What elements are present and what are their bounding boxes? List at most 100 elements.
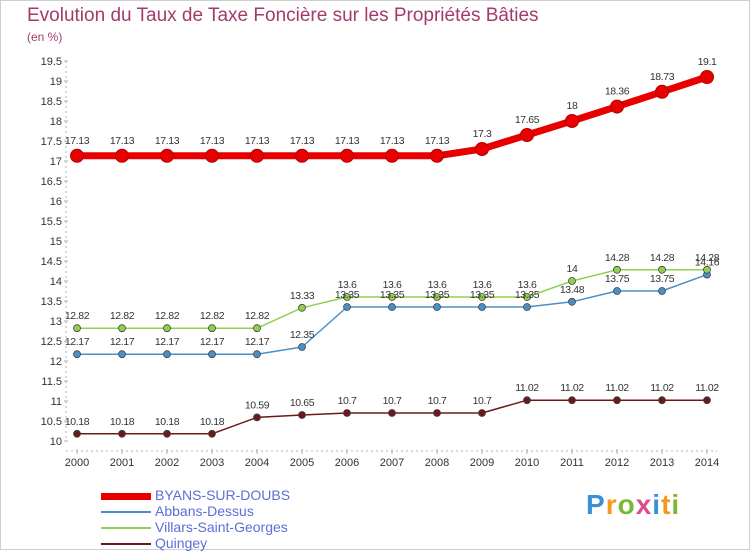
data-label: 12.35 xyxy=(290,329,315,341)
y-tick-label: 15 xyxy=(50,236,62,248)
data-point xyxy=(568,396,576,405)
data-point xyxy=(208,350,216,359)
data-label: 12.17 xyxy=(245,336,270,348)
legend: BYANS-SUR-DOUBS Abbans-Dessus Villars-Sain… xyxy=(101,487,290,551)
legend-label: BYANS-SUR-DOUBS xyxy=(155,487,291,503)
logo-letter: i xyxy=(652,489,662,520)
data-point xyxy=(523,303,531,311)
data-point xyxy=(613,287,621,295)
logo-letter: i xyxy=(671,489,681,520)
data-label: 13.6 xyxy=(473,279,492,291)
y-tick-label: 16.5 xyxy=(41,176,62,188)
logo-letter: o xyxy=(617,489,636,520)
x-tick-label: 2009 xyxy=(470,457,494,469)
y-tick-label: 11 xyxy=(51,396,62,408)
data-label: 10.18 xyxy=(65,416,90,428)
data-point xyxy=(205,148,219,163)
data-point xyxy=(298,411,306,419)
data-point xyxy=(568,297,576,306)
data-point xyxy=(298,343,306,351)
data-label: 13.33 xyxy=(290,290,315,302)
data-point xyxy=(565,114,579,128)
y-tick-label: 18 xyxy=(50,116,62,128)
data-label: 12.17 xyxy=(200,336,225,348)
data-point xyxy=(160,148,174,163)
y-tick-label: 14 xyxy=(50,276,62,288)
data-label: 18.73 xyxy=(650,71,675,83)
data-point xyxy=(340,148,354,163)
x-tick-label: 2006 xyxy=(335,457,359,469)
legend-item: Villars-Saint-Georges xyxy=(101,519,290,535)
data-point xyxy=(73,429,81,438)
data-label: 10.7 xyxy=(428,395,447,407)
data-point xyxy=(700,70,714,84)
data-label: 18.36 xyxy=(605,86,630,98)
x-tick-label: 2008 xyxy=(425,457,449,469)
data-label: 10.18 xyxy=(200,416,225,428)
x-tick-label: 2007 xyxy=(380,457,404,469)
x-tick-label: 2000 xyxy=(65,457,89,469)
data-point xyxy=(658,396,666,405)
legend-label: Villars-Saint-Georges xyxy=(155,519,288,535)
data-point xyxy=(433,303,441,311)
legend-label: Abbans-Dessus xyxy=(155,503,254,519)
data-label: 14.28 xyxy=(650,252,675,264)
data-point xyxy=(163,429,171,438)
data-label: 17.13 xyxy=(200,135,225,147)
logo-letter: P xyxy=(586,489,606,520)
data-label: 17.13 xyxy=(335,135,360,147)
x-tick-label: 2001 xyxy=(110,457,134,469)
data-label: 13.35 xyxy=(335,289,360,301)
data-point xyxy=(703,396,711,405)
data-label: 14.28 xyxy=(695,252,720,264)
data-point xyxy=(343,293,351,301)
data-point xyxy=(388,293,396,301)
data-point xyxy=(655,84,669,99)
data-point xyxy=(253,350,261,359)
data-label: 13.48 xyxy=(560,284,585,296)
data-label: 14 xyxy=(567,263,578,275)
data-point xyxy=(253,413,261,422)
data-point xyxy=(703,265,711,274)
axes-group: 10 10.5 11 11.5 12 12.5 13 13.5 14 14.5 15 15.5 16 16… xyxy=(41,56,720,469)
x-tick-label: 2013 xyxy=(650,457,674,469)
data-label: 11.02 xyxy=(650,382,674,394)
data-label: 13.6 xyxy=(383,279,402,291)
data-point xyxy=(523,396,531,405)
data-point xyxy=(70,148,84,163)
data-label: 11.02 xyxy=(515,382,539,394)
data-label: 13.6 xyxy=(338,279,357,291)
data-label: 18 xyxy=(567,100,578,112)
data-label: 17.13 xyxy=(155,135,180,147)
y-tick-label: 11.5 xyxy=(41,376,62,388)
data-label: 12.17 xyxy=(65,336,90,348)
y-tick-label: 19 xyxy=(50,76,62,88)
data-point xyxy=(478,409,486,417)
data-label: 12.82 xyxy=(155,310,180,322)
y-tick-label: 15.5 xyxy=(41,216,62,228)
data-point xyxy=(658,265,666,274)
data-label: 11.02 xyxy=(560,382,584,394)
x-tick-label: 2005 xyxy=(290,457,314,469)
y-tick-label: 17.5 xyxy=(41,136,62,148)
logo-letter: r xyxy=(605,489,618,520)
data-point xyxy=(343,303,351,311)
y-tick-label: 12.5 xyxy=(41,336,62,348)
data-label: 17.13 xyxy=(65,135,90,147)
data-point xyxy=(610,99,624,114)
data-point xyxy=(253,324,261,333)
data-label: 17.65 xyxy=(515,114,540,126)
y-tick-label: 13 xyxy=(50,316,62,328)
data-point xyxy=(613,265,621,274)
legend-label: Quingey xyxy=(155,535,208,551)
data-label: 13.35 xyxy=(470,289,495,301)
y-tick-label: 17 xyxy=(50,156,62,168)
data-labels-group: 17.13 17.13 17.13 17.13 17.13 17.13 17.13 17.13… xyxy=(65,56,720,428)
y-tick-label: 19.5 xyxy=(41,56,62,68)
data-point xyxy=(118,324,126,333)
series-group xyxy=(70,70,714,438)
data-label: 13.75 xyxy=(605,273,630,285)
legend-item: Abbans-Dessus xyxy=(101,503,290,519)
